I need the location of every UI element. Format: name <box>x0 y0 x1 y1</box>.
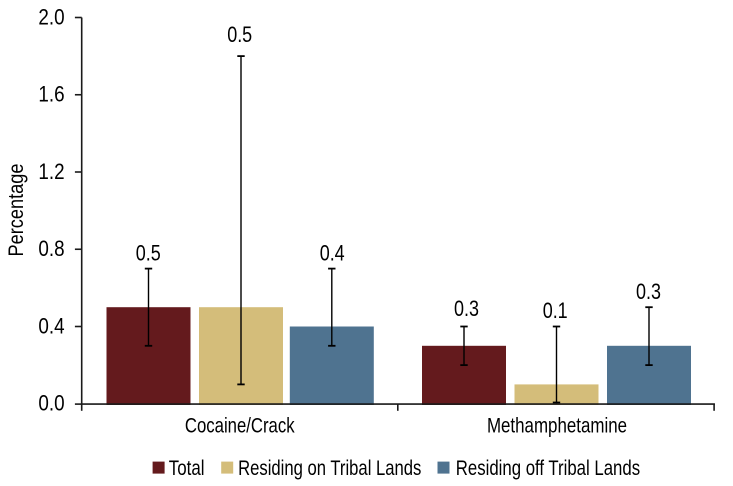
svg-text:0.5: 0.5 <box>136 240 161 265</box>
svg-text:Residing on Tribal Lands: Residing on Tribal Lands <box>238 457 421 480</box>
svg-text:Cocaine/Crack: Cocaine/Crack <box>185 413 295 437</box>
svg-text:0.1: 0.1 <box>543 298 568 323</box>
svg-text:Percentage: Percentage <box>5 164 28 257</box>
svg-text:0.3: 0.3 <box>454 296 479 321</box>
svg-text:0.3: 0.3 <box>636 279 661 304</box>
svg-text:Methamphetamine: Methamphetamine <box>487 413 627 437</box>
svg-text:0.8: 0.8 <box>38 236 64 261</box>
svg-text:0.4: 0.4 <box>320 240 345 265</box>
svg-text:1.2: 1.2 <box>38 159 64 184</box>
svg-text:1.6: 1.6 <box>38 82 64 107</box>
svg-text:0.4: 0.4 <box>38 313 64 338</box>
svg-text:Total: Total <box>169 457 205 480</box>
svg-text:0.0: 0.0 <box>38 391 64 416</box>
svg-text:0.5: 0.5 <box>227 22 252 47</box>
svg-text:2.0: 2.0 <box>38 4 64 29</box>
svg-text:Residing off Tribal Lands: Residing off Tribal Lands <box>456 457 640 480</box>
